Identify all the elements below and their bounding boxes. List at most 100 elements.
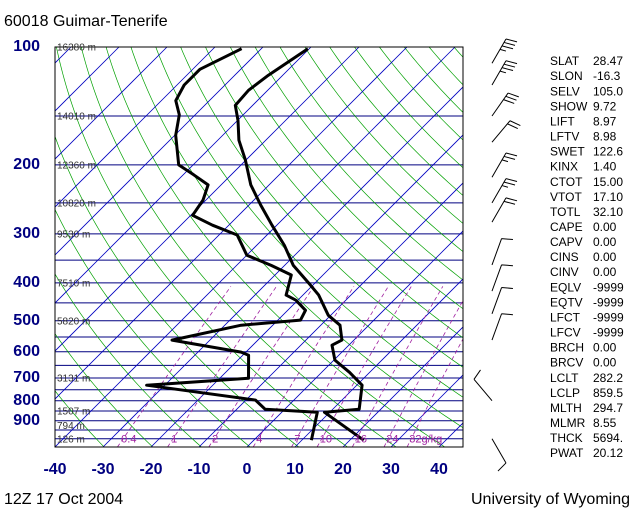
- dry-adiabat: [55, 333, 153, 447]
- y-tick-label: 900: [13, 412, 40, 429]
- height-label: 1507 m: [57, 407, 90, 418]
- dry-adiabat: [55, 273, 202, 447]
- x-tick-label: -30: [91, 461, 114, 478]
- height-label: 10820 m: [57, 199, 96, 210]
- dry-adiabat: [56, 47, 348, 447]
- dry-adiabat: [229, 47, 463, 310]
- index-name: LFCT: [550, 310, 581, 324]
- index-value: -9999: [593, 326, 624, 340]
- mixing-ratio-label: 10: [320, 434, 332, 446]
- height-label: 9530 m: [57, 230, 90, 241]
- mixing-ratio-line: [252, 286, 355, 447]
- mixing-ratio-line: [291, 286, 389, 447]
- y-tick-label: 100: [13, 38, 40, 55]
- dry-adiabat: [55, 208, 251, 447]
- index-value: 8.97: [593, 114, 617, 128]
- footer-right: University of Wyoming: [471, 491, 630, 508]
- dry-adiabat: [155, 47, 463, 398]
- index-value: 0.00: [593, 220, 617, 234]
- height-label: 7510 m: [57, 278, 90, 289]
- wind-barb: [491, 264, 513, 292]
- profile-line: [145, 47, 319, 441]
- grid-line: [55, 47, 456, 447]
- height-label: 3131 m: [57, 374, 90, 385]
- index-value: 1.40: [593, 160, 617, 174]
- grid-line: [342, 326, 463, 447]
- isotherm: [55, 47, 72, 64]
- index-value: 8.55: [593, 416, 617, 430]
- dry-adiabat: [55, 390, 105, 447]
- mixing-ratio-label: 32g/kg: [409, 434, 442, 446]
- mixing-ratio-line: [316, 286, 412, 447]
- index-value: 28.47: [593, 54, 623, 68]
- x-tick-label: 30: [382, 461, 400, 478]
- index-value: 122.6: [593, 145, 623, 159]
- profile-line: [233, 47, 365, 442]
- mixing-ratio-line: [351, 286, 444, 447]
- mixing-ratio-label: 4: [256, 434, 262, 446]
- mixing-ratio-label: 2: [212, 434, 218, 446]
- wind-barb: [491, 238, 513, 266]
- index-name: CAPV: [550, 235, 583, 249]
- index-value: 20.12: [593, 446, 623, 460]
- index-name: LCLT: [550, 371, 579, 385]
- height-label: 794 m: [57, 421, 85, 432]
- mixing-ratio-label: 1: [171, 434, 177, 446]
- grid-line: [198, 182, 463, 447]
- index-name: MLTH: [550, 401, 582, 415]
- wind-barb: [491, 438, 507, 472]
- height-label: 16380 m: [57, 43, 96, 54]
- mixing-ratio-line: [208, 286, 315, 447]
- x-tick-label: 40: [430, 461, 448, 478]
- wind-barb: [491, 313, 513, 341]
- dry-adiabat: [329, 47, 463, 196]
- index-value: 8.98: [593, 130, 617, 144]
- grid-line: [390, 374, 463, 447]
- isotherm: [55, 47, 168, 160]
- dry-adiabat: [354, 47, 463, 169]
- index-value: -9999: [593, 280, 624, 294]
- mixing-ratio-label: 7: [294, 434, 300, 446]
- mixing-ratio-line: [406, 338, 463, 447]
- isotherm: [55, 47, 216, 208]
- index-value: 0.00: [593, 235, 617, 249]
- index-value: 282.2: [593, 371, 623, 385]
- index-name: PWAT: [550, 446, 584, 460]
- index-name: SLON: [550, 69, 583, 83]
- index-name: CINS: [550, 250, 579, 264]
- index-name: MLMR: [550, 416, 586, 430]
- index-value: 105.0: [593, 84, 623, 98]
- index-name: KINX: [550, 160, 578, 174]
- height-label: 14010 m: [57, 112, 96, 123]
- index-name: SELV: [550, 84, 580, 98]
- wind-barb: [491, 152, 518, 178]
- index-name: THCK: [550, 431, 583, 445]
- mixing-ratio-line: [167, 286, 277, 447]
- index-name: LCLP: [550, 386, 580, 400]
- grid-line: [102, 86, 463, 447]
- wind-barb: [491, 287, 513, 315]
- isotherm: [55, 47, 120, 112]
- index-value: 0.00: [593, 250, 617, 264]
- dry-adiabat: [80, 47, 397, 447]
- index-name: SWET: [550, 145, 585, 159]
- footer-left: 12Z 17 Oct 2004: [4, 491, 123, 508]
- x-tick-label: -20: [139, 461, 162, 478]
- index-name: LFTV: [550, 130, 579, 144]
- index-value: -9999: [593, 310, 624, 324]
- grid-line: [150, 134, 463, 447]
- x-tick-label: 20: [334, 461, 352, 478]
- index-name: TOTL: [550, 205, 581, 219]
- dry-adiabat: [304, 47, 463, 224]
- wind-barb: [491, 197, 518, 223]
- mixing-ratio-label: 24: [386, 434, 398, 446]
- isotherm: [55, 47, 312, 304]
- grid-line: [246, 230, 463, 447]
- wind-barb: [473, 369, 493, 402]
- index-name: EQTV: [550, 295, 583, 309]
- mixing-ratio-line: [383, 299, 463, 447]
- index-name: LFCV: [550, 326, 581, 340]
- y-tick-label: 700: [13, 369, 40, 386]
- dry-adiabat: [254, 47, 463, 281]
